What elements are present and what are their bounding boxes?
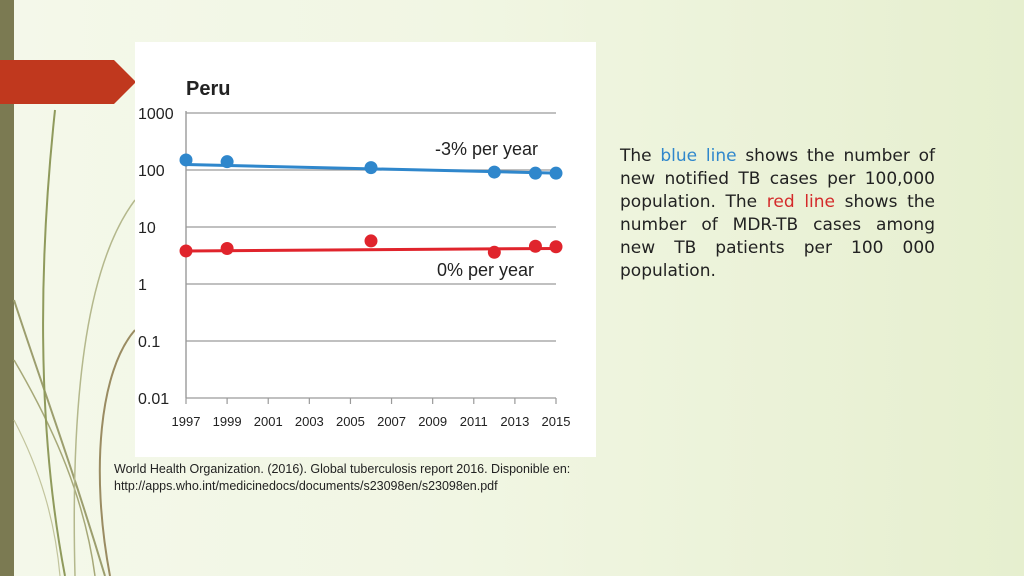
x-tick-label: 2015	[542, 414, 571, 429]
x-tick-label: 2011	[460, 414, 488, 429]
data-point-0	[364, 161, 378, 175]
tb-chart: Peru 1000 100 10 1 0.1 0.01 1997 1999 2001 2003 2…	[138, 78, 571, 429]
y-tick-label: 0.1	[138, 334, 160, 351]
x-tick-labels: 1997 1999 2001 2003 2005 2007 2009 2011 2013 2015	[172, 414, 571, 429]
x-tick-label: 2001	[254, 414, 283, 429]
blue-line-term: blue line	[660, 146, 737, 166]
citation-line-1: World Health Organization. (2016). Globa…	[114, 462, 571, 476]
y-tick-label: 10	[138, 220, 156, 237]
chart-title: Peru	[186, 78, 230, 100]
red-trend-annotation: 0% per year	[437, 260, 534, 280]
x-tick-label: 1997	[172, 414, 201, 429]
arrow-tab-decoration	[0, 60, 136, 104]
data-point-1	[220, 241, 234, 255]
chart-card: Peru 1000 100 10 1 0.1 0.01 1997 1999 2001 2003 2…	[135, 42, 596, 457]
x-tick-label: 2005	[336, 414, 365, 429]
x-tick-label: 2013	[500, 414, 529, 429]
data-point-0	[528, 166, 542, 180]
y-tick-label: 1000	[138, 106, 174, 123]
series-layer	[179, 153, 563, 259]
y-tick-labels: 1000 100 10 1 0.1 0.01	[138, 106, 174, 408]
x-tick-label: 2003	[295, 414, 324, 429]
data-point-1	[364, 234, 378, 248]
description-text: The blue line shows the number of new no…	[620, 145, 935, 283]
data-point-1	[528, 239, 542, 253]
x-tick-label: 2009	[418, 414, 447, 429]
citation: World Health Organization. (2016). Globa…	[114, 461, 654, 495]
desc-part-2: shows the number of new notified TB case…	[620, 146, 935, 212]
x-tick-label: 1999	[213, 414, 242, 429]
data-point-1	[549, 240, 563, 254]
y-tick-label: 0.01	[138, 391, 169, 408]
data-point-0	[549, 166, 563, 180]
data-point-0	[220, 155, 234, 169]
red-line-term: red line	[766, 192, 835, 212]
data-point-0	[179, 153, 193, 167]
data-point-1	[487, 245, 501, 259]
y-tick-label: 100	[138, 163, 165, 180]
desc-part-1: The	[620, 146, 661, 166]
data-point-0	[487, 165, 501, 179]
blue-trend-annotation: -3% per year	[435, 139, 538, 159]
data-point-1	[179, 244, 193, 258]
x-tick-label: 2007	[377, 414, 406, 429]
desc-part-3: shows the number of MDR-TB cases among n…	[620, 192, 935, 281]
sidebar-strip	[0, 0, 14, 576]
citation-line-2: http://apps.who.int/medicinedocs/documen…	[114, 479, 498, 493]
y-tick-label: 1	[138, 277, 147, 294]
